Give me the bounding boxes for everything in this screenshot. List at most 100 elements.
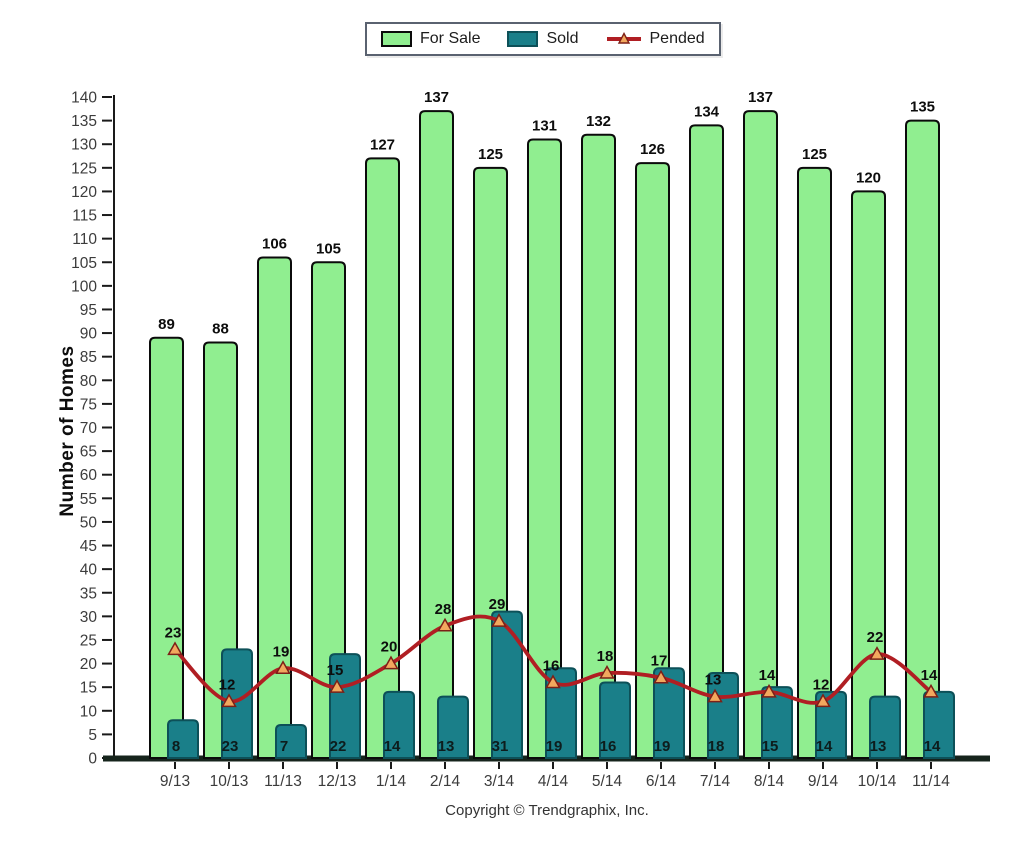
svg-text:89: 89 [158,316,175,333]
legend-label-for-sale: For Sale [420,30,481,47]
svg-text:25: 25 [80,632,97,649]
svg-text:137: 137 [748,89,773,106]
svg-text:115: 115 [72,208,97,225]
svg-text:22: 22 [330,738,347,755]
legend-item-for-sale: For Sale [381,30,480,48]
for-sale-swatch-icon [381,31,412,47]
svg-text:11/14: 11/14 [912,773,950,790]
svg-text:14: 14 [384,738,401,755]
svg-text:9/13: 9/13 [160,773,190,790]
svg-text:5: 5 [88,727,97,744]
svg-text:125: 125 [71,160,97,177]
legend-item-pended: Pended [606,30,705,48]
svg-text:9/14: 9/14 [808,773,839,790]
legend: For Sale Sold Pended [365,22,721,56]
svg-text:5/14: 5/14 [592,773,623,790]
legend-label-pended: Pended [649,30,705,47]
svg-text:127: 127 [370,136,395,153]
svg-text:126: 126 [640,141,665,158]
svg-text:13: 13 [870,738,887,755]
svg-text:18: 18 [708,738,725,755]
svg-text:130: 130 [71,137,97,154]
svg-text:19: 19 [546,738,563,755]
svg-text:12: 12 [813,676,830,693]
svg-text:80: 80 [80,373,98,390]
svg-text:4/14: 4/14 [538,773,569,790]
legend-label-sold: Sold [546,30,579,47]
svg-text:75: 75 [80,396,97,413]
sold-swatch-icon [507,31,539,47]
svg-text:17: 17 [651,653,668,670]
svg-text:8: 8 [172,738,180,755]
svg-text:131: 131 [532,117,557,134]
svg-text:31: 31 [492,738,509,755]
svg-text:120: 120 [856,169,881,186]
svg-text:14: 14 [816,738,833,755]
svg-text:8/14: 8/14 [754,773,785,790]
svg-text:23: 23 [165,624,182,641]
svg-text:45: 45 [80,538,97,555]
svg-text:20: 20 [80,656,98,673]
svg-text:105: 105 [71,255,97,272]
svg-text:14: 14 [921,667,938,684]
svg-text:65: 65 [80,444,97,461]
svg-text:16: 16 [543,657,560,674]
svg-text:125: 125 [802,146,827,163]
svg-text:22: 22 [867,629,884,646]
svg-text:28: 28 [435,601,452,618]
svg-text:70: 70 [80,420,98,437]
svg-text:40: 40 [80,562,98,579]
svg-text:134: 134 [694,103,720,120]
svg-text:105: 105 [316,240,341,257]
svg-text:15: 15 [762,738,779,755]
svg-text:95: 95 [80,302,97,319]
svg-text:35: 35 [80,585,97,602]
svg-text:7/14: 7/14 [700,773,731,790]
svg-text:85: 85 [80,349,97,366]
svg-text:135: 135 [910,99,935,116]
svg-text:88: 88 [212,321,229,338]
svg-text:16: 16 [600,738,617,755]
svg-text:7: 7 [280,738,288,755]
svg-text:23: 23 [222,738,239,755]
svg-text:20: 20 [381,639,398,656]
svg-text:14: 14 [759,667,776,684]
svg-text:12/13: 12/13 [318,773,357,790]
svg-text:12: 12 [219,676,236,693]
svg-text:6/14: 6/14 [646,773,677,790]
svg-text:14: 14 [924,738,941,755]
svg-text:10: 10 [80,703,98,720]
legend-item-sold: Sold [507,30,579,48]
svg-text:120: 120 [71,184,97,201]
svg-text:15: 15 [327,662,344,679]
svg-text:137: 137 [424,89,449,106]
svg-text:60: 60 [80,467,98,484]
svg-text:140: 140 [71,90,97,107]
svg-text:135: 135 [71,113,97,130]
svg-text:29: 29 [489,596,506,613]
svg-text:18: 18 [597,648,614,665]
copyright-text: Copyright © Trendgraphix, Inc. [445,802,649,819]
svg-text:55: 55 [80,491,97,508]
svg-text:2/14: 2/14 [430,773,461,790]
svg-text:11/13: 11/13 [264,773,302,790]
svg-text:15: 15 [80,680,97,697]
svg-text:13: 13 [705,672,722,689]
svg-text:10/14: 10/14 [858,773,897,790]
svg-text:1/14: 1/14 [376,773,407,790]
svg-text:13: 13 [438,738,455,755]
svg-text:90: 90 [80,326,98,343]
svg-text:50: 50 [80,514,98,531]
svg-text:110: 110 [72,231,97,248]
svg-text:10/13: 10/13 [210,773,249,790]
svg-text:30: 30 [80,609,98,626]
svg-text:0: 0 [88,751,97,768]
svg-text:19: 19 [654,738,671,755]
svg-text:100: 100 [71,278,97,295]
svg-text:19: 19 [273,643,290,660]
svg-text:125: 125 [478,146,503,163]
pended-line-icon [606,32,641,44]
svg-text:3/14: 3/14 [484,773,515,790]
